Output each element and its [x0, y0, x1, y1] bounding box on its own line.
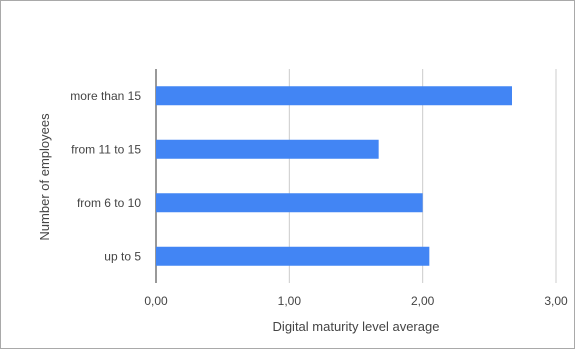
y-axis-title: Number of employees: [37, 113, 52, 241]
y-tick-label: up to 5: [104, 249, 141, 263]
x-tick-label: 0,00: [144, 294, 168, 308]
bar: [156, 246, 430, 266]
y-tick-label: more than 15: [70, 89, 141, 103]
x-tick-label: 2,00: [411, 294, 435, 308]
x-tick-label: 3,00: [544, 294, 568, 308]
bar: [156, 86, 512, 106]
x-tick-labels: 0,00 1,00 2,00 3,00: [144, 294, 568, 308]
x-tick-label: 1,00: [278, 294, 302, 308]
y-tick-label: from 6 to 10: [77, 196, 141, 210]
y-tick-labels: more than 15 from 11 to 15 from 6 to 10 up …: [70, 89, 141, 264]
x-axis-title: Digital maturity level average: [273, 319, 440, 334]
bars: [156, 86, 512, 266]
bar: [156, 139, 379, 159]
bar: [156, 193, 423, 213]
y-tick-label: from 11 to 15: [71, 142, 141, 156]
